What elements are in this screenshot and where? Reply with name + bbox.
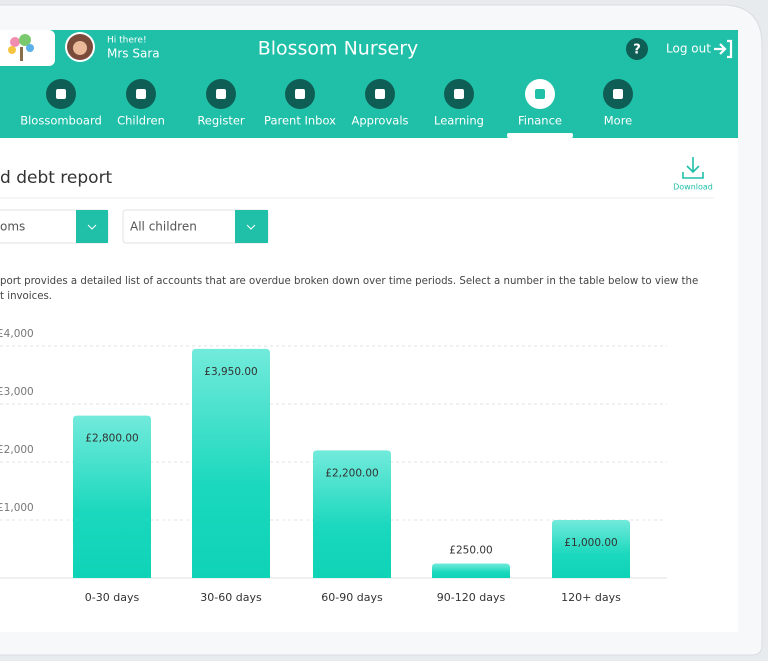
app-title: Blossom Nursery: [258, 38, 419, 60]
download-label[interactable]: Download: [673, 183, 713, 192]
logout[interactable]: Log out: [666, 42, 711, 56]
nav-label[interactable]: Parent Inbox: [264, 114, 336, 128]
value-label: £250.00: [449, 545, 492, 557]
nav-glyph: [375, 89, 385, 99]
nav-glyph: [295, 89, 305, 99]
nav-glyph: [136, 89, 146, 99]
chevron: [246, 224, 256, 230]
x-tick-label: 120+ days: [561, 591, 621, 604]
value-label: £2,800.00: [85, 433, 138, 445]
y-tick-label: £4,000: [0, 328, 34, 340]
x-tick-label: 90-120 days: [437, 591, 506, 604]
value-label: £1,000.00: [564, 537, 617, 549]
x-tick-label: 30-60 days: [200, 591, 262, 604]
bar[interactable]: [552, 520, 630, 578]
nav-selected-tab: [507, 133, 573, 138]
help-button[interactable]: [626, 38, 648, 60]
room-filter-text: oms: [0, 220, 25, 234]
bar[interactable]: [73, 415, 151, 578]
child-filter-button[interactable]: [235, 210, 268, 243]
child-filter-text: All children: [130, 220, 197, 234]
chart: £1,000 £2,000 £3,000 £4,000 £2,800.00 0-30 da…: [0, 328, 667, 604]
nav-label[interactable]: More: [604, 114, 633, 128]
y-tick-label: £3,000: [0, 386, 34, 398]
nav-glyph: [216, 89, 226, 99]
nav-glyph: [613, 89, 623, 99]
value-label: £2,200.00: [325, 467, 378, 479]
nav-label[interactable]: Register: [197, 114, 245, 128]
room-filter-button[interactable]: [76, 210, 108, 243]
x-tick-label: 0-30 days: [85, 591, 140, 604]
nav-glyph: [454, 89, 464, 99]
nav-glyph: [535, 89, 545, 99]
bar[interactable]: [432, 563, 510, 579]
logo-tree: [8, 34, 34, 61]
user-name: Mrs Sara: [107, 47, 160, 61]
logout-icon: [714, 39, 733, 59]
nav: Blossomboard Children Register Parent Inbox…: [20, 79, 633, 138]
greeting: Hi there!: [107, 36, 147, 46]
chevron: [87, 224, 97, 230]
page-title: d debt report: [0, 168, 113, 188]
x-tick-label: 60-90 days: [321, 591, 383, 604]
avatar-face: [73, 41, 87, 55]
y-tick-label: £2,000: [0, 444, 34, 456]
description: t invoices.: [0, 291, 52, 302]
nav-label[interactable]: Blossomboard: [20, 114, 102, 128]
value-label: £3,950.00: [204, 366, 257, 378]
help-text: ?: [633, 43, 641, 58]
description: port provides a detailed list of account…: [0, 276, 698, 287]
nav-label[interactable]: Children: [117, 114, 165, 128]
nav-label[interactable]: Finance: [518, 114, 562, 128]
y-tick-label: £1,000: [0, 502, 34, 514]
bar[interactable]: [313, 450, 391, 578]
bar[interactable]: [192, 348, 270, 578]
download-icon[interactable]: [682, 157, 704, 179]
nav-label[interactable]: Approvals: [351, 114, 408, 128]
nav-glyph: [56, 89, 66, 99]
nav-label[interactable]: Learning: [434, 114, 484, 128]
